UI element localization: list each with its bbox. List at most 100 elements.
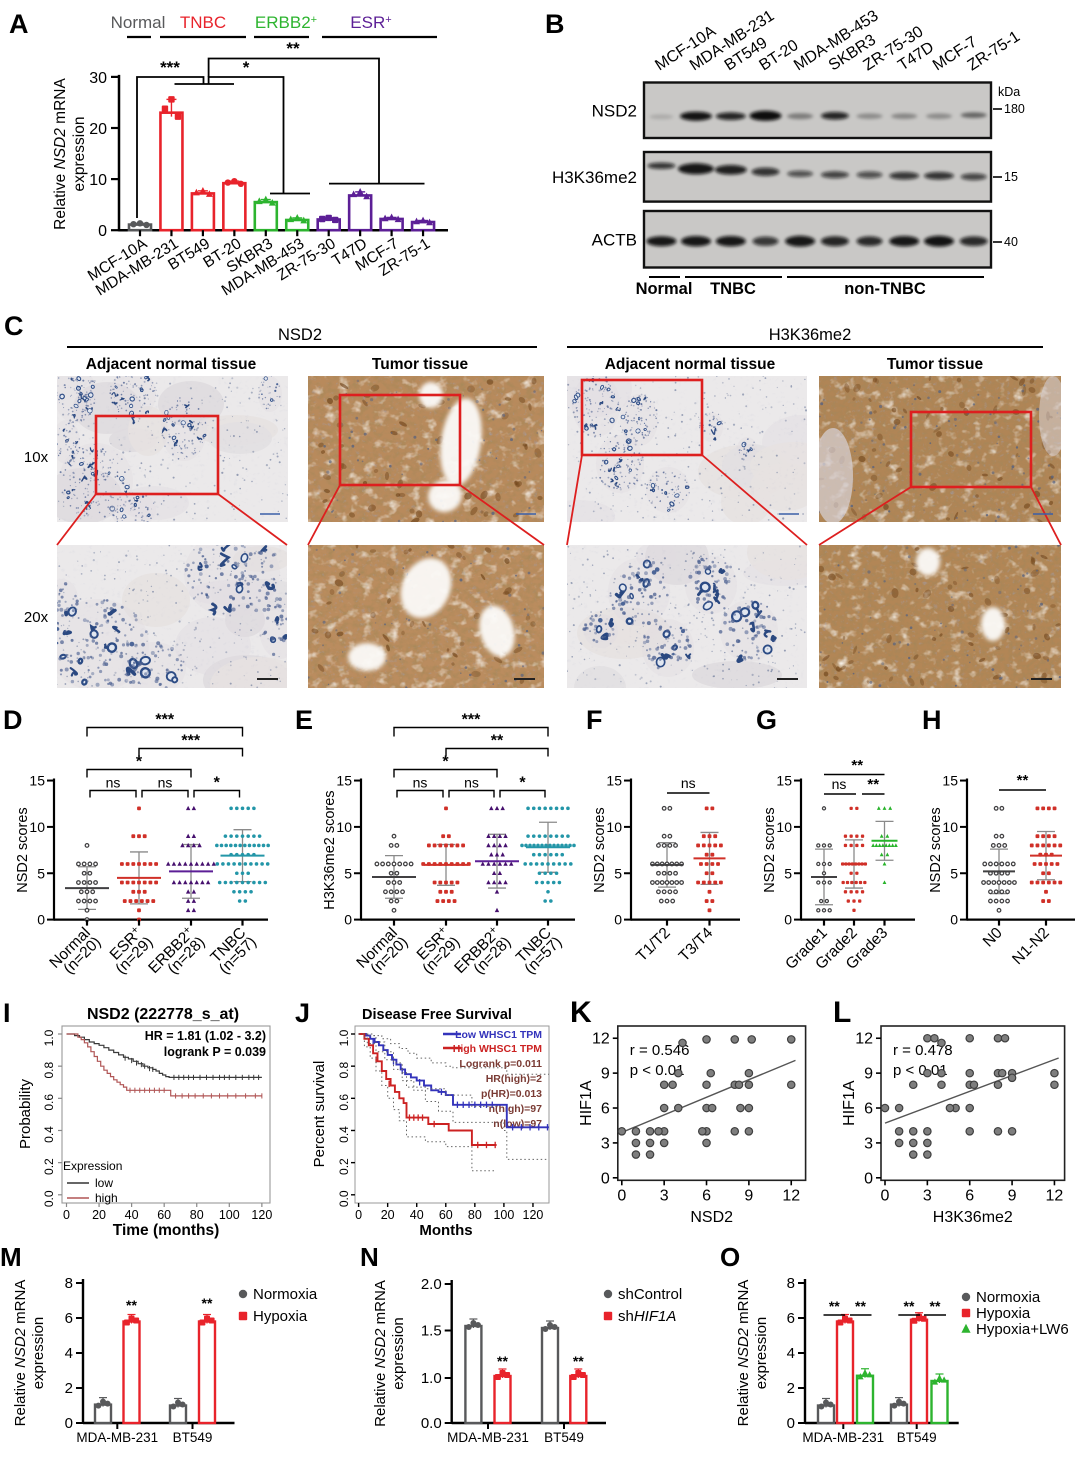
svg-text:0: 0	[98, 223, 107, 240]
svg-text:High WHSC1 TPM: High WHSC1 TPM	[453, 1043, 542, 1055]
svg-text:Hypoxia+LW6: Hypoxia+LW6	[976, 1321, 1069, 1338]
svg-text:0.4: 0.4	[42, 1126, 56, 1143]
svg-text:M: M	[0, 1242, 22, 1272]
svg-text:20: 20	[381, 1208, 395, 1222]
svg-text:Disease Free Survival: Disease Free Survival	[362, 1007, 512, 1023]
svg-text:0: 0	[787, 1415, 795, 1432]
svg-text:high: high	[95, 1191, 118, 1205]
svg-text:10: 10	[776, 819, 792, 835]
svg-text:B: B	[545, 9, 565, 39]
svg-text:Expression: Expression	[63, 1159, 122, 1173]
svg-text:NSD2 scores: NSD2 scores	[928, 807, 944, 892]
svg-text:Normoxia: Normoxia	[253, 1286, 318, 1303]
svg-text:MDA-MB-231: MDA-MB-231	[447, 1430, 529, 1445]
svg-text:p < 0.01: p < 0.01	[630, 1062, 685, 1079]
svg-text:**: **	[867, 776, 879, 793]
svg-text:10: 10	[29, 819, 45, 835]
svg-text:5: 5	[344, 865, 352, 881]
svg-text:40: 40	[125, 1208, 139, 1222]
svg-text:30: 30	[89, 70, 107, 87]
svg-text:0: 0	[63, 1208, 70, 1222]
svg-text:6: 6	[864, 1101, 873, 1118]
svg-text:TNBC: TNBC	[710, 280, 756, 298]
svg-text:0.0: 0.0	[337, 1190, 351, 1207]
svg-text:Low WHSC1 TPM: Low WHSC1 TPM	[455, 1029, 542, 1041]
svg-text:Normal: Normal	[636, 280, 693, 298]
svg-text:5: 5	[37, 865, 45, 881]
svg-text:0: 0	[37, 912, 45, 928]
svg-text:**: **	[491, 733, 504, 750]
svg-text:120: 120	[251, 1208, 272, 1222]
svg-text:O: O	[720, 1242, 740, 1272]
svg-text:ns: ns	[413, 775, 428, 791]
svg-text:G: G	[756, 705, 777, 735]
svg-text:Normal: Normal	[111, 13, 166, 32]
svg-text:0.2: 0.2	[42, 1158, 56, 1175]
svg-text:3: 3	[864, 1135, 873, 1152]
svg-text:2.0: 2.0	[421, 1276, 442, 1293]
svg-text:expression: expression	[71, 117, 88, 192]
svg-text:10: 10	[942, 819, 958, 835]
svg-text:ACTB: ACTB	[592, 230, 637, 249]
svg-text:40: 40	[410, 1208, 424, 1222]
svg-text:12: 12	[855, 1031, 873, 1048]
svg-text:***: ***	[155, 712, 174, 729]
svg-text:180: 180	[1004, 102, 1025, 116]
svg-text:3: 3	[601, 1135, 610, 1152]
svg-text:*: *	[214, 775, 221, 792]
svg-text:ERBB2+: ERBB2+	[255, 13, 317, 32]
svg-text:40: 40	[1004, 235, 1018, 249]
svg-text:ns: ns	[464, 775, 479, 791]
svg-text:1.0: 1.0	[421, 1370, 442, 1387]
svg-text:shHIF1A: shHIF1A	[618, 1308, 676, 1325]
svg-text:ESR+: ESR+	[350, 13, 391, 32]
svg-text:2: 2	[787, 1380, 795, 1397]
svg-text:*: *	[136, 754, 143, 771]
svg-text:**: **	[904, 1298, 915, 1314]
svg-text:shControl: shControl	[618, 1286, 682, 1303]
svg-text:60: 60	[439, 1208, 453, 1222]
svg-text:20x: 20x	[24, 609, 49, 626]
svg-text:L: L	[833, 996, 851, 1029]
svg-text:0.0: 0.0	[421, 1415, 442, 1432]
svg-text:3: 3	[923, 1187, 932, 1204]
svg-text:BT549: BT549	[897, 1430, 937, 1445]
svg-text:N: N	[360, 1242, 379, 1272]
svg-text:3: 3	[660, 1187, 669, 1204]
svg-text:D: D	[3, 705, 23, 735]
svg-text:20: 20	[92, 1208, 106, 1222]
svg-text:Hypoxia: Hypoxia	[976, 1305, 1031, 1322]
svg-text:BT549: BT549	[173, 1430, 213, 1445]
svg-text:10: 10	[89, 172, 107, 189]
svg-text:NSD2 scores: NSD2 scores	[15, 807, 31, 892]
svg-text:15: 15	[29, 773, 45, 789]
svg-text:F: F	[586, 705, 603, 735]
svg-text:2: 2	[65, 1380, 73, 1397]
svg-text:0: 0	[950, 912, 958, 928]
svg-text:MDA-MB-231: MDA-MB-231	[802, 1430, 884, 1445]
svg-text:6: 6	[65, 1310, 73, 1327]
svg-text:15: 15	[1004, 170, 1018, 184]
svg-text:80: 80	[190, 1208, 204, 1222]
svg-text:Tumor tissue: Tumor tissue	[887, 356, 984, 373]
svg-text:15: 15	[606, 773, 622, 789]
svg-text:NSD2 scores: NSD2 scores	[762, 807, 778, 892]
svg-text:*: *	[519, 775, 526, 792]
svg-text:10: 10	[336, 819, 352, 835]
svg-text:NSD2: NSD2	[690, 1209, 733, 1226]
svg-text:Relative NSD2 mRNA: Relative NSD2 mRNA	[735, 1280, 752, 1427]
svg-text:r = 0.478: r = 0.478	[893, 1042, 953, 1059]
svg-text:p(HR)=0.013: p(HR)=0.013	[481, 1088, 542, 1100]
svg-text:**: **	[202, 1295, 213, 1311]
svg-text:ns: ns	[832, 776, 847, 792]
svg-text:Tumor tissue: Tumor tissue	[372, 356, 469, 373]
svg-text:r = 0.546: r = 0.546	[630, 1042, 690, 1059]
svg-text:C: C	[4, 311, 24, 341]
svg-text:Relative NSD2 mRNA: Relative NSD2 mRNA	[52, 78, 69, 230]
svg-text:9: 9	[864, 1066, 873, 1083]
svg-text:60: 60	[157, 1208, 171, 1222]
svg-text:9: 9	[1008, 1187, 1017, 1204]
svg-text:*: *	[442, 754, 449, 771]
svg-text:4: 4	[787, 1345, 795, 1362]
svg-text:logrank P = 0.039: logrank P = 0.039	[164, 1045, 266, 1059]
